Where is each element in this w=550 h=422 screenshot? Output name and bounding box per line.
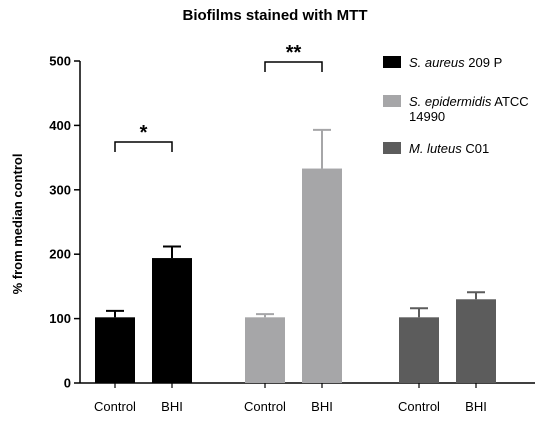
significance-marker: ** bbox=[286, 42, 302, 64]
x-category-label: Control bbox=[244, 399, 286, 414]
legend-label: S. epidermidis ATCC bbox=[409, 94, 529, 109]
x-category-label: BHI bbox=[465, 399, 487, 414]
bar bbox=[95, 317, 135, 383]
legend-label: S. aureus 209 P bbox=[409, 55, 502, 70]
bar bbox=[245, 317, 285, 383]
legend-label-strain: C01 bbox=[462, 141, 489, 156]
plot-area: 0 100 200 300 400 500 Control BHI * Control BHI ** C… bbox=[49, 42, 535, 414]
legend-label-species: M. luteus bbox=[409, 141, 462, 156]
legend-swatch bbox=[383, 95, 401, 107]
y-tick-label: 500 bbox=[49, 54, 71, 69]
y-tick-label: 100 bbox=[49, 311, 71, 326]
legend: S. aureus 209 PS. epidermidis ATCC14990M… bbox=[383, 55, 529, 156]
y-tick-label: 300 bbox=[49, 182, 71, 197]
legend-label: M. luteus C01 bbox=[409, 141, 489, 156]
significance-marker: * bbox=[140, 122, 148, 144]
y-tick-label: 400 bbox=[49, 118, 71, 133]
bar bbox=[456, 299, 496, 383]
y-tick-label: 0 bbox=[64, 376, 71, 391]
bar bbox=[152, 258, 192, 383]
x-category-label: Control bbox=[398, 399, 440, 414]
y-axis-label: % from median control bbox=[10, 154, 25, 295]
significance-bracket bbox=[264, 61, 323, 72]
significance-bracket bbox=[114, 141, 173, 152]
legend-item: M. luteus C01 bbox=[383, 141, 489, 156]
legend-label-continuation: 14990 bbox=[409, 109, 445, 124]
legend-item: S. aureus 209 P bbox=[383, 55, 502, 70]
legend-label-strain: ATCC bbox=[491, 94, 528, 109]
x-category-label: Control bbox=[94, 399, 136, 414]
chart-title: Biofilms stained with MTT bbox=[182, 7, 367, 24]
x-category-label: BHI bbox=[311, 399, 333, 414]
legend-label-strain: 209 P bbox=[465, 55, 503, 70]
legend-swatch bbox=[383, 56, 401, 68]
legend-label-species: S. epidermidis bbox=[409, 94, 492, 109]
legend-label-species: S. aureus bbox=[409, 55, 465, 70]
y-tick-label: 200 bbox=[49, 247, 71, 262]
legend-swatch bbox=[383, 142, 401, 154]
bar bbox=[399, 317, 439, 383]
x-category-label: BHI bbox=[161, 399, 183, 414]
bar bbox=[302, 168, 342, 383]
